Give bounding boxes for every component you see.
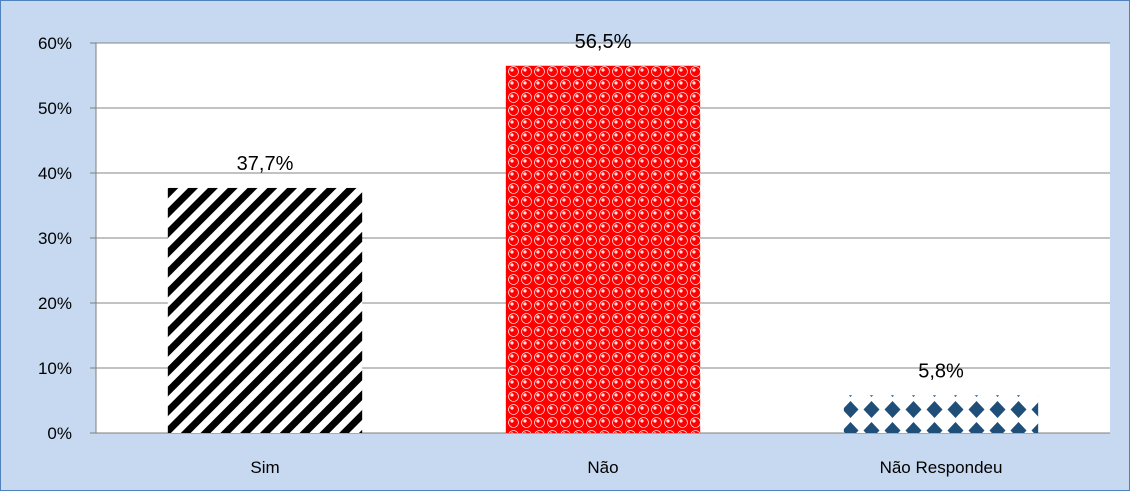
data-label: 37,7% xyxy=(237,153,294,175)
x-axis-tick-labels: Sim Não Não Respondeu xyxy=(250,458,1002,477)
x-tick-label: Sim xyxy=(250,458,279,477)
data-label: 56,5% xyxy=(575,31,632,53)
x-tick-label: Não xyxy=(587,458,618,477)
y-tick-label: 30% xyxy=(38,229,72,248)
y-tick-label: 10% xyxy=(38,359,72,378)
x-tick-label: Não Respondeu xyxy=(880,458,1003,477)
data-labels: 37,7% 56,5% 5,8% xyxy=(237,31,964,383)
y-axis-tick-labels: 0% 10% 20% 30% 40% 50% 60% xyxy=(38,34,72,443)
bar-3 xyxy=(843,395,1039,433)
bar-1 xyxy=(167,187,363,433)
bars xyxy=(167,65,1039,433)
bar-2 xyxy=(505,65,701,433)
y-tick-label: 40% xyxy=(38,164,72,183)
y-tick-label: 50% xyxy=(38,99,72,118)
y-tick-label: 20% xyxy=(38,294,72,313)
data-label: 5,8% xyxy=(918,360,964,382)
y-tick-label: 0% xyxy=(47,424,72,443)
y-tick-label: 60% xyxy=(38,34,72,53)
